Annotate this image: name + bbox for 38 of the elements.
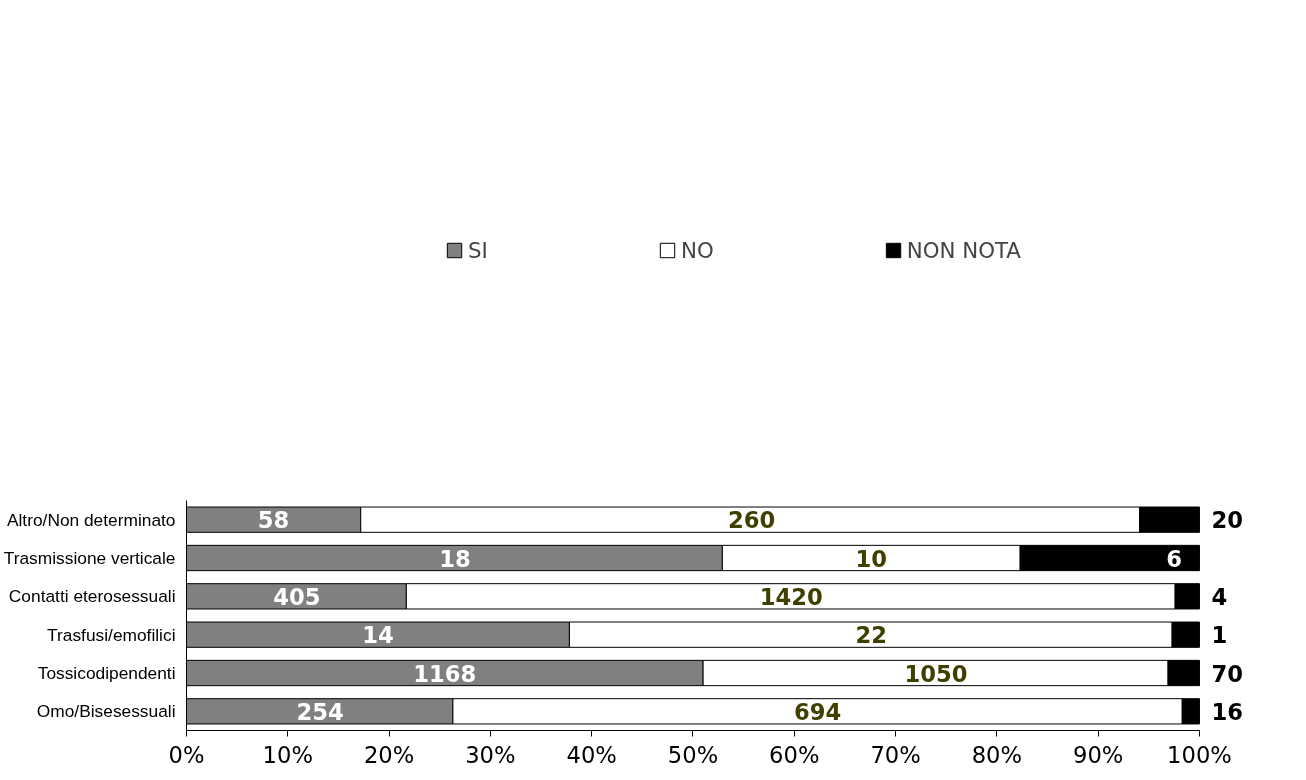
x-tick-label: 90% (1072, 741, 1124, 768)
x-tick-label: 20% (363, 741, 415, 768)
annotation: 4 (1211, 583, 1228, 610)
y-tick-label: Altro/Non determinato (6, 509, 176, 530)
annotation: 1420 (759, 583, 823, 610)
x-tick-label: 100% (1167, 741, 1232, 768)
y-tick-label: Trasfusi/emofilici (47, 624, 176, 645)
y-tick-label: Contatti eterosessuali (8, 586, 176, 607)
y-tick-label: Trasmissione verticale (3, 548, 176, 568)
x-tick-label: 30% (465, 741, 516, 768)
annotation: 405 (273, 583, 321, 610)
annotation: 14 (362, 622, 394, 649)
annotation: 22 (855, 622, 888, 649)
legend-label: NO (681, 237, 714, 263)
x-tick-label: 70% (870, 741, 921, 768)
annotation: 260 (728, 507, 776, 534)
x-tick-label: 0% (168, 741, 205, 768)
x-tick-label: 50% (667, 741, 719, 768)
y-tick-label: Tossicodipendenti (37, 663, 176, 683)
annotation: 1168 (413, 660, 477, 687)
annotation: 10 (855, 545, 888, 572)
y-tick-label: Omo/Bisesessuali (36, 701, 176, 722)
annotation: 70 (1211, 660, 1243, 687)
annotation: 58 (257, 507, 290, 534)
annotation: 20 (1211, 507, 1243, 534)
x-tick-label: 60% (769, 741, 820, 768)
annotation: 1 (1211, 622, 1228, 649)
annotation: 18 (439, 545, 471, 572)
legend-label: SI (468, 237, 489, 263)
x-tick-label: 40% (566, 741, 617, 768)
annotation: 6 (1166, 545, 1183, 572)
x-tick-label: 10% (262, 741, 313, 768)
x-tick-label: 80% (971, 741, 1023, 768)
annotation: 694 (793, 698, 842, 725)
annotation: 254 (296, 698, 344, 725)
legend-label: NON NOTA (906, 237, 1021, 263)
annotation: 16 (1211, 698, 1243, 725)
annotation: 1050 (904, 660, 968, 687)
